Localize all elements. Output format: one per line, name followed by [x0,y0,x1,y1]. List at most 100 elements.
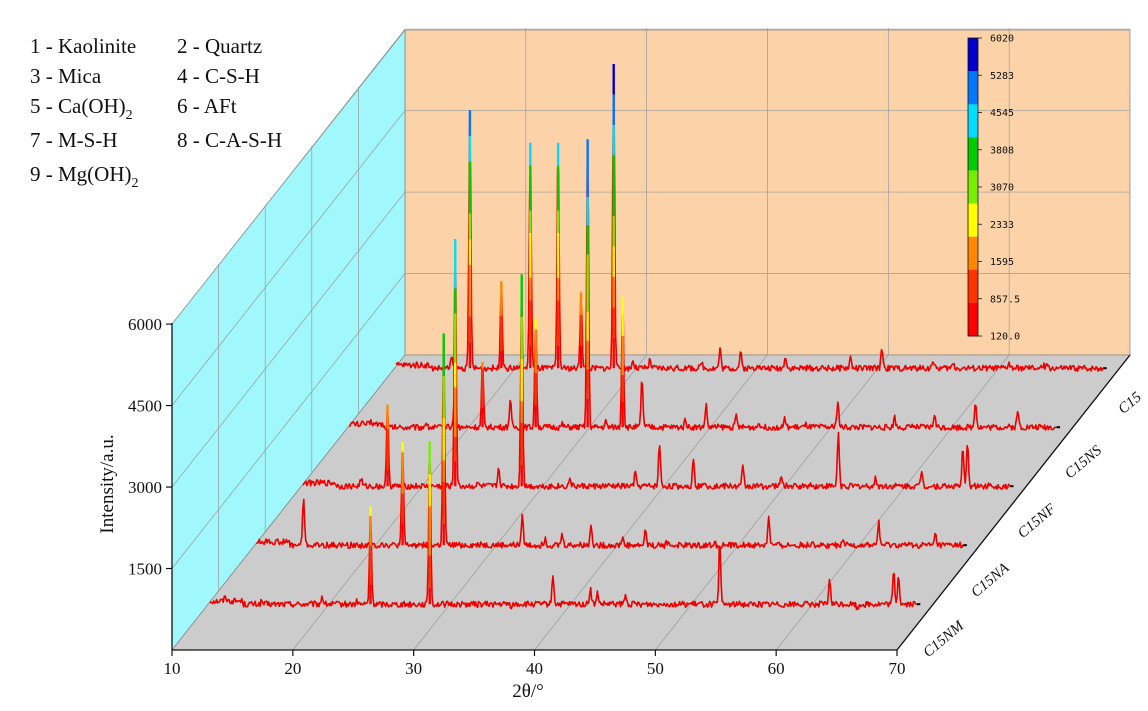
colorbar-swatch [968,302,978,337]
legend-phase-name: C-S-H [205,64,260,88]
colorbar-swatch [968,71,978,105]
legend-dash: - [188,34,206,58]
side-grid-line [171,191,406,488]
x-tick-label: 60 [768,659,785,678]
legend-phase-name: M-S-H [58,128,118,152]
colorbar-swatch [968,104,978,138]
floor-grid-line [292,354,527,651]
legend-subscript: 2 [126,108,133,123]
legend-item: 7 - M-S-H [30,128,118,152]
floor-grid-line [413,354,647,651]
x-tick-label: 30 [405,659,422,678]
legend-phase-name: Mica [58,64,102,88]
series-label: C15NF [1015,501,1060,542]
xrd-trace [348,145,1057,432]
series-label: C15 [1115,389,1145,418]
colorbar-swatch [968,137,978,171]
legend-item: 4 - C-S-H [177,64,260,88]
floor-grid-line [775,354,1010,651]
y-tick-label: 1500 [128,560,162,579]
legend-item: 8 - C-A-S-H [177,128,282,152]
series-C15NM [209,441,921,611]
legend-item: 9 - Mg(OH)2 [30,162,139,191]
x-tick-label: 40 [526,659,543,678]
legend-number: 3 [30,64,41,88]
colorbar-label: 3808 [990,145,1014,156]
legend-phase-name: Quartz [205,34,262,58]
legend-item: 6 - AFt [177,94,237,118]
colorbar-label: 4545 [990,108,1014,119]
colorbar-label: 1595 [990,257,1014,268]
legend-subscript: 2 [132,176,139,191]
colorbar-swatch [968,269,978,304]
phase-legend: 1 - Kaolinite 2 - Quartz 3 - Mica 4 - C-S-H… [30,34,282,191]
legend-number: 7 [30,128,41,152]
floor-grid-line [655,354,889,651]
floor-grid-line [534,354,768,651]
side-grid-line [171,28,406,325]
y-tick-label: 6000 [128,315,162,334]
legend-number: 6 [177,94,188,118]
legend-number: 8 [177,128,188,152]
legend-number: 5 [30,94,41,118]
legend-phase-name: Mg(OH) [58,162,132,186]
colorbar-swatch [968,203,978,237]
legend-dash: - [188,94,204,118]
colorbar-label: 857.5 [990,294,1020,305]
series-label: C15NM [920,617,968,661]
legend-item: 3 - Mica [30,64,102,88]
y-axis-label: Intensity/a.u. [97,434,118,533]
depth-axis-line [896,354,1131,651]
legend-dash: - [41,128,59,152]
series-C15NF [302,239,1014,491]
traces [209,64,1107,611]
series-C15NS [348,139,1061,432]
legend-dash: - [41,162,59,186]
series-label: C15NA [968,560,1013,601]
legend-dash: - [188,64,206,88]
xrd-trace [209,461,917,611]
colorbar-swatch [968,170,978,204]
colorbar-label: 120.0 [990,332,1020,343]
y-tick-label: 3000 [128,478,162,497]
colorbar-label: 2333 [990,220,1014,231]
legend-item: 5 - Ca(OH)2 [30,94,133,123]
legend-item: 1 - Kaolinite [30,34,136,58]
legend-dash: - [41,94,59,118]
legend-item: 2 - Quartz [177,34,262,58]
legend-phase-name: Ca(OH) [58,94,126,118]
x-tick-label: 70 [889,659,906,678]
grid-lines [171,28,1130,651]
colorbar-swatch [968,236,978,271]
legend-number: 4 [177,64,188,88]
colorbar: 6020 5283 4545 3808 3070 2333 1595 857.5 120.0 [967,34,1020,343]
series-C15 [395,64,1107,373]
colorbar-label: 3070 [990,183,1014,194]
legend-number: 1 [30,34,41,58]
xrd-trace [302,270,1011,491]
legend-number: 9 [30,162,41,186]
xrd-trace [256,339,964,550]
colorbar-label: 6020 [990,34,1014,45]
x-tick-label: 10 [164,659,181,678]
legend-dash: - [188,128,206,152]
series-label: C15NS [1062,442,1105,482]
colorbar-label: 5283 [990,71,1014,82]
axis-labels: 2θ/° Intensity/a.u. [97,434,544,702]
legend-phase-name: Kaolinite [58,34,136,58]
legend-number: 2 [177,34,188,58]
x-tick-label: 50 [647,659,664,678]
side-grid-line [171,273,406,569]
side-grid-line [171,110,406,406]
x-axis-label: 2θ/° [512,681,543,702]
legend-phase-name: C-A-S-H [205,128,282,152]
chart-walls [171,28,1131,652]
legend-dash: - [41,34,59,58]
legend-phase-name: AFt [204,94,237,118]
x-tick-label: 20 [284,659,301,678]
xrd-trace [395,65,1104,373]
y-tick-label: 4500 [128,397,162,416]
legend-dash: - [41,64,59,88]
colorbar-swatch [968,38,978,72]
